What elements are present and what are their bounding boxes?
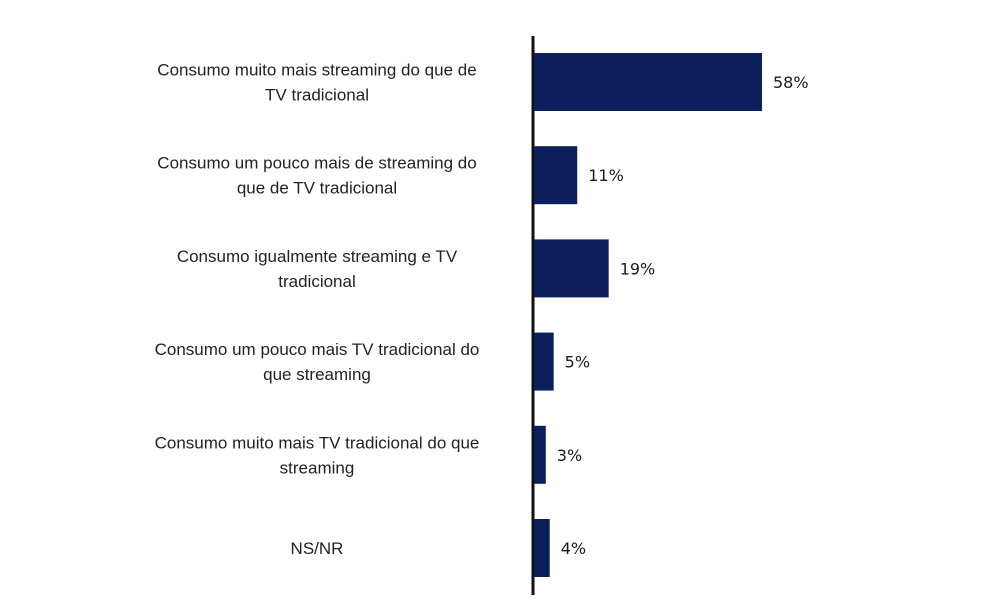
category-labels-group: Consumo muito mais streaming do que de TV… (155, 61, 480, 559)
value-labels-group: 58% 11% 19% 5% 3% 4% (557, 73, 809, 558)
value-label-5: 4% (561, 539, 586, 558)
value-label-1: 11% (588, 166, 624, 185)
value-label-3: 5% (565, 353, 590, 372)
category-label-1: Consumo um pouco mais de streaming do que… (157, 154, 476, 198)
category-label-line: que streaming (263, 365, 371, 384)
category-label-line: Consumo um pouco mais TV tradicional do (155, 340, 480, 359)
category-label-4: Consumo muito mais TV tradicional do que… (155, 433, 480, 477)
category-label-5: NS/NR (291, 539, 344, 558)
category-label-3: Consumo um pouco mais TV tradicional do q… (155, 340, 480, 384)
bar-5 (534, 519, 550, 577)
bar-0 (534, 53, 762, 111)
value-label-2: 19% (620, 259, 656, 278)
value-label-4: 3% (557, 446, 582, 465)
category-label-2: Consumo igualmente streaming e TV tradici… (177, 247, 458, 291)
category-label-line: Consumo muito mais streaming do que de (157, 61, 476, 80)
category-label-line: Consumo igualmente streaming e TV (177, 247, 458, 266)
bars-group (534, 53, 762, 577)
bar-4 (534, 425, 546, 484)
category-label-line: Consumo um pouco mais de streaming do (157, 154, 476, 173)
bar-2 (534, 239, 609, 298)
category-label-line: TV tradicional (265, 86, 369, 105)
category-label-line: streaming (280, 458, 355, 477)
bar-3 (534, 332, 554, 391)
category-label-line: NS/NR (291, 539, 344, 558)
category-label-0: Consumo muito mais streaming do que de TV… (157, 61, 476, 105)
bar-1 (534, 146, 578, 205)
category-label-line: tradicional (278, 272, 356, 291)
category-label-line: Consumo muito mais TV tradicional do que (155, 433, 480, 452)
value-label-0: 58% (773, 73, 809, 92)
category-label-line: que de TV tradicional (237, 179, 397, 198)
